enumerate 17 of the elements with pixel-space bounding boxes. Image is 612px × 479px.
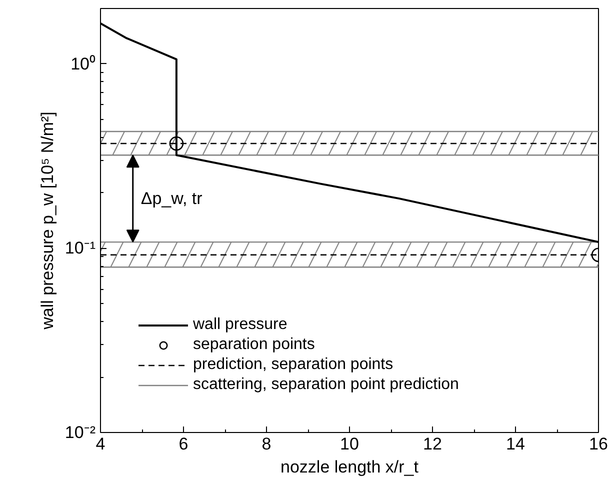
y-tick-label: 10⁰ xyxy=(70,54,96,74)
x-tick-label: 4 xyxy=(96,434,106,454)
annotation: Δp_w, tr xyxy=(140,189,203,208)
y-axis-title: wall pressure p_w [10⁵ N/m²] xyxy=(38,112,57,330)
x-tick-label: 12 xyxy=(423,434,442,454)
x-tick-label: 14 xyxy=(506,434,525,454)
x-axis-title: nozzle length x/r_t xyxy=(280,458,419,476)
legend-label: separation points xyxy=(193,336,315,354)
x-tick-label: 10 xyxy=(340,434,359,454)
x-tick-label: 16 xyxy=(589,434,608,454)
legend-label: prediction, separation points xyxy=(193,356,394,374)
y-tick-label: 10⁻² xyxy=(64,423,96,442)
x-tick-label: 6 xyxy=(178,434,188,454)
legend-label: wall pressure xyxy=(193,316,288,334)
y-tick-label: 10⁻¹ xyxy=(64,238,96,258)
x-tick-label: 8 xyxy=(262,434,272,454)
legend-label: scattering, separation point prediction xyxy=(193,376,459,394)
